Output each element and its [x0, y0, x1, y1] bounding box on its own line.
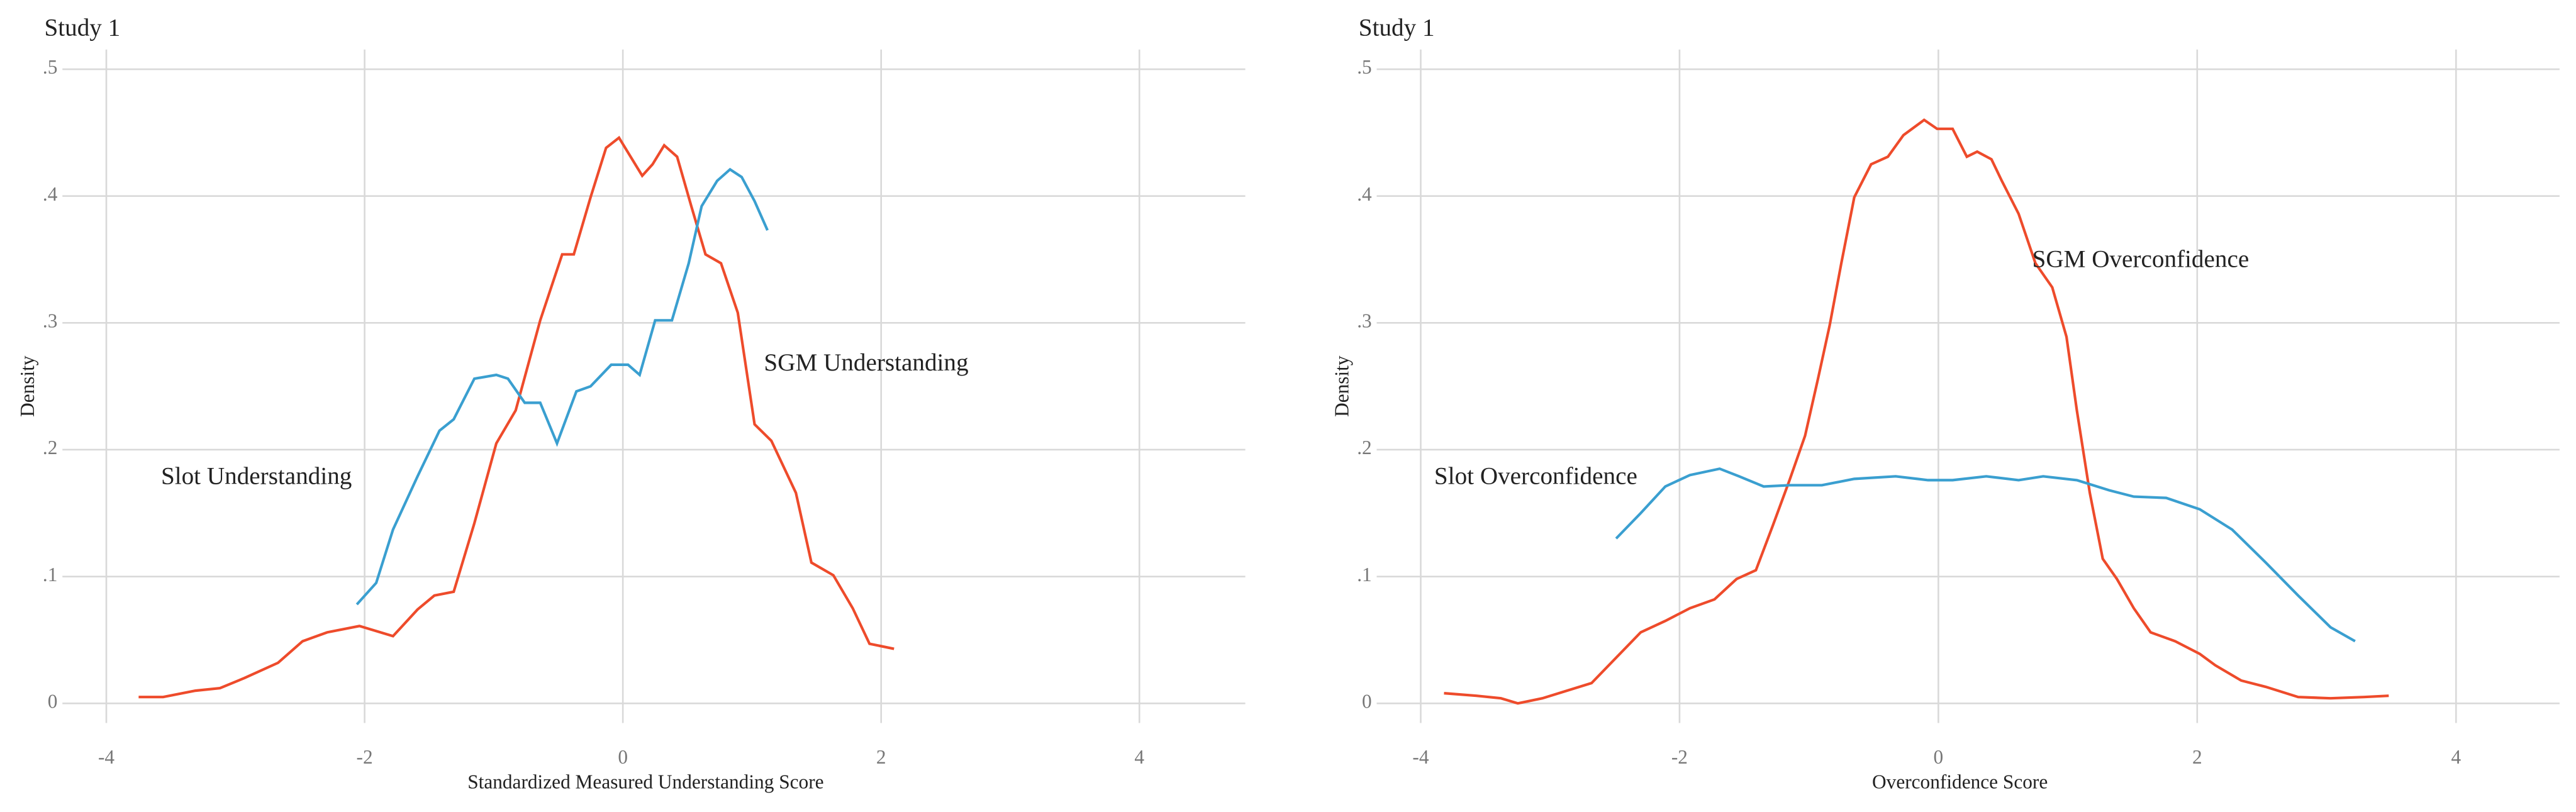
density-line	[1615, 467, 2356, 643]
x-axis-label: Standardized Measured Understanding Scor…	[467, 770, 823, 793]
x-tick-label: -4	[1412, 746, 1429, 768]
y-tick-label: .3	[43, 310, 58, 332]
x-tick-label: 4	[1134, 746, 1144, 768]
y-axis-label: Density	[16, 355, 38, 417]
x-tick-label: -4	[98, 746, 114, 768]
y-tick-label: 0	[1362, 690, 1372, 712]
density-line	[1444, 118, 2389, 705]
series-label: SGM Overconfidence	[2032, 246, 2250, 273]
y-tick-label: .1	[43, 564, 58, 586]
y-tick-label: .5	[1357, 56, 1372, 78]
y-tick-label: .5	[43, 56, 58, 78]
x-tick-label: 0	[618, 746, 628, 768]
x-tick-label: 2	[2192, 746, 2202, 768]
y-tick-label: .1	[1357, 564, 1372, 586]
y-tick-label: .2	[1357, 437, 1372, 459]
chart-title: Study 1	[45, 14, 121, 41]
x-tick-label: -2	[1671, 746, 1688, 768]
y-tick-label: 0	[48, 690, 58, 712]
series-label: Slot Understanding	[161, 462, 352, 489]
density-line	[138, 135, 895, 699]
density-line	[355, 167, 769, 606]
y-tick-label: .3	[1357, 310, 1372, 332]
y-tick-label: .4	[43, 183, 58, 205]
y-axis-label: Density	[1330, 355, 1352, 417]
x-axis-label: Overconfidence Score	[1872, 770, 2048, 793]
y-tick-label: .4	[1357, 183, 1372, 205]
x-tick-label: 2	[876, 746, 886, 768]
x-tick-label: -2	[357, 746, 373, 768]
series-label: Slot Overconfidence	[1434, 462, 1637, 489]
chart-title: Study 1	[1359, 14, 1435, 41]
x-tick-label: 0	[1934, 746, 1944, 768]
series-label: SGM Understanding	[764, 349, 968, 376]
y-tick-label: .2	[43, 437, 58, 459]
x-tick-label: 4	[2451, 746, 2461, 768]
